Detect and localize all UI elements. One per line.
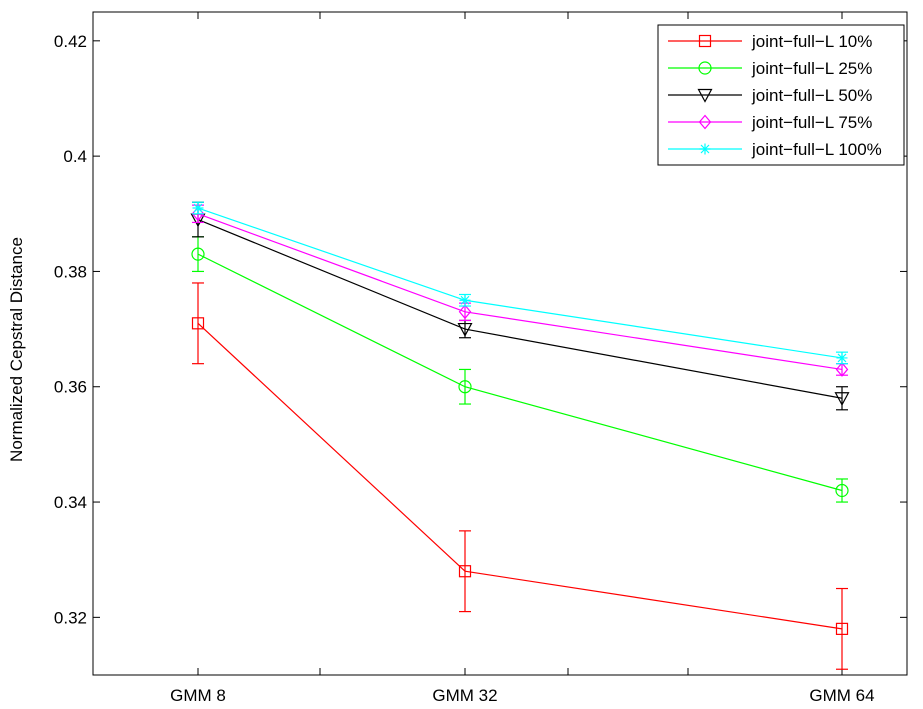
series-0 xyxy=(191,282,849,670)
y-axis-title: Normalized Cepstral Distance xyxy=(7,237,26,462)
x-tick-label: GMM 32 xyxy=(432,686,497,705)
data-point xyxy=(458,380,472,394)
data-point xyxy=(459,294,471,306)
series-line xyxy=(197,322,843,630)
legend-label: joint−full−L 75% xyxy=(751,113,872,132)
data-point xyxy=(835,362,849,377)
legend-label: joint−full−L 10% xyxy=(751,32,872,51)
legend-label: joint−full−L 50% xyxy=(751,86,872,105)
series-4 xyxy=(192,201,848,365)
series-layer xyxy=(190,201,850,670)
series-line xyxy=(197,213,843,371)
series-3 xyxy=(191,204,849,377)
legend-marker xyxy=(698,34,712,48)
legend-label: joint−full−L 100% xyxy=(751,140,882,159)
axes: 0.32 0.34 0.36 0.38 0.4 0.42 GMM 8 GMM 32 GMM 64… xyxy=(7,11,908,705)
series-1 xyxy=(191,236,849,503)
data-point xyxy=(191,317,205,330)
y-tick-label: 0.36 xyxy=(54,378,87,397)
data-point xyxy=(836,352,848,364)
legend-marker xyxy=(698,114,712,130)
legend-marker xyxy=(697,88,713,103)
plot-frame xyxy=(92,11,908,676)
legend-label: joint−full−L 25% xyxy=(751,59,872,78)
data-point xyxy=(835,622,849,635)
y-tick-label: 0.34 xyxy=(54,493,87,512)
series-line xyxy=(197,253,843,492)
data-point xyxy=(192,202,204,214)
legend: joint−full−L 10% joint−full−L 25% joint−fu… xyxy=(657,24,905,166)
legend-marker xyxy=(699,143,711,155)
series-2 xyxy=(190,201,850,411)
y-tick-label: 0.42 xyxy=(54,32,87,51)
data-point xyxy=(458,304,472,320)
y-tick-label: 0.4 xyxy=(63,147,87,166)
legend-marker xyxy=(698,61,712,75)
data-point xyxy=(457,322,473,337)
data-point xyxy=(191,247,205,261)
x-tick-label: GMM 64 xyxy=(809,686,874,705)
series-line xyxy=(197,207,843,359)
data-point xyxy=(834,392,850,407)
data-point xyxy=(458,565,472,578)
x-tick-label: GMM 8 xyxy=(170,686,226,705)
y-tick-label: 0.38 xyxy=(54,262,87,281)
data-point xyxy=(835,483,849,498)
y-tick-label: 0.32 xyxy=(54,608,87,627)
